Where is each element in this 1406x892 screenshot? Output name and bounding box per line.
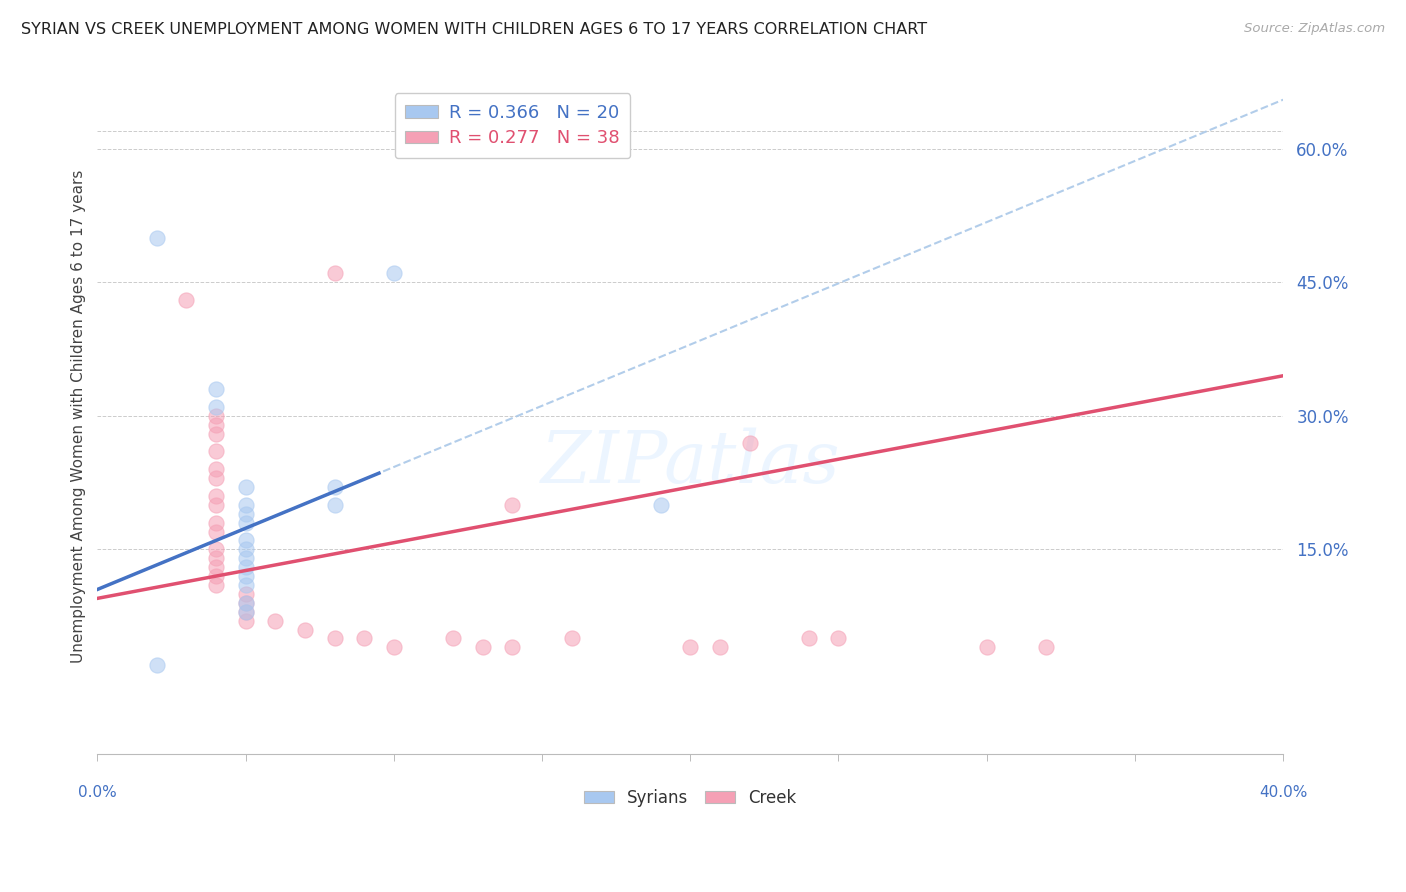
Point [235,507,257,521]
Point [235,605,257,619]
Point [709,640,731,655]
Point [235,560,257,574]
Point [235,614,257,628]
Point [323,498,346,512]
Point [205,417,228,432]
Point [323,632,346,646]
Point [205,409,228,423]
Point [145,231,167,245]
Point [205,560,228,574]
Point [235,596,257,610]
Point [205,444,228,458]
Point [976,640,998,655]
Point [205,542,228,557]
Point [235,596,257,610]
Point [738,435,761,450]
Point [174,293,197,307]
Point [471,640,494,655]
Point [441,632,464,646]
Point [205,426,228,441]
Point [323,266,346,280]
Point [561,632,583,646]
Text: ZIPatlas: ZIPatlas [540,428,839,499]
Point [679,640,702,655]
Point [205,498,228,512]
Point [205,462,228,476]
Point [1035,640,1057,655]
Point [235,587,257,601]
Point [205,471,228,485]
Point [353,632,375,646]
Point [382,640,405,655]
Point [205,400,228,414]
Point [205,516,228,530]
Legend: Syrians, Creek: Syrians, Creek [576,782,803,814]
Point [235,551,257,566]
Point [650,498,672,512]
Text: SYRIAN VS CREEK UNEMPLOYMENT AMONG WOMEN WITH CHILDREN AGES 6 TO 17 YEARS CORREL: SYRIAN VS CREEK UNEMPLOYMENT AMONG WOMEN… [21,22,927,37]
Point [797,632,820,646]
Point [205,382,228,396]
Point [501,498,523,512]
Point [235,569,257,583]
Point [264,614,287,628]
Point [501,640,523,655]
Point [235,605,257,619]
Point [205,489,228,503]
Point [294,623,316,637]
Point [235,542,257,557]
Point [235,578,257,592]
Point [235,516,257,530]
Point [205,569,228,583]
Text: 40.0%: 40.0% [1258,785,1308,800]
Point [205,524,228,539]
Point [235,533,257,548]
Text: Source: ZipAtlas.com: Source: ZipAtlas.com [1244,22,1385,36]
Point [205,551,228,566]
Point [235,498,257,512]
Point [323,480,346,494]
Point [235,480,257,494]
Point [205,578,228,592]
Point [382,266,405,280]
Point [145,658,167,673]
Point [827,632,849,646]
Text: 0.0%: 0.0% [77,785,117,800]
Y-axis label: Unemployment Among Women with Children Ages 6 to 17 years: Unemployment Among Women with Children A… [72,169,86,663]
